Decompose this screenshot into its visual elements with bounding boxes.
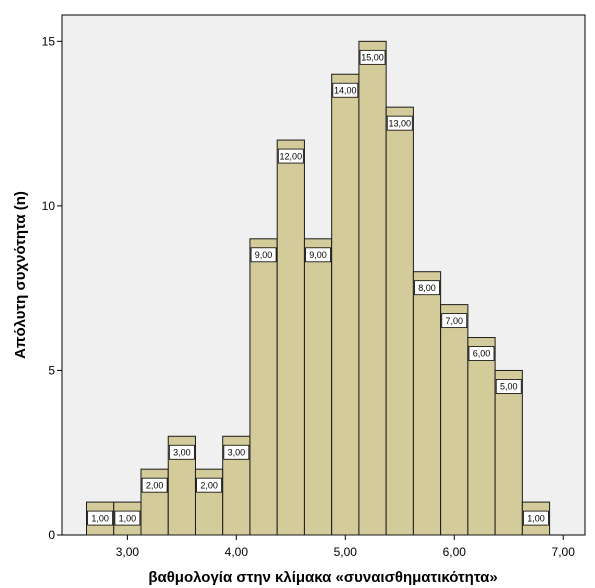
data-label: 3,00 (228, 447, 246, 457)
histogram-bar (440, 304, 469, 536)
histogram-bar (276, 139, 305, 536)
data-label-box (168, 444, 195, 460)
x-tick-label: 5,00 (334, 545, 358, 559)
x-axis: 3,00 4,00 5,00 6,00 7,00 (116, 535, 576, 559)
y-tick-label: 5 (48, 363, 55, 377)
data-label: 14,00 (334, 85, 357, 95)
histogram-bar (494, 369, 523, 536)
histogram-bar (412, 271, 442, 536)
data-label-box (414, 280, 440, 296)
data-label-box (305, 247, 331, 263)
data-label-box (332, 82, 359, 98)
data-label: 3,00 (173, 447, 191, 457)
data-label-box (114, 510, 141, 526)
histogram-bar (331, 73, 360, 536)
data-label-box (223, 444, 250, 460)
data-label-box (359, 49, 386, 65)
data-label-box (196, 477, 222, 493)
x-tick-label: 4,00 (225, 545, 249, 559)
x-axis-title: βαθμολογία στην κλίμακα «συναισθηματικότ… (148, 569, 497, 586)
data-label: 7,00 (445, 316, 463, 326)
data-label-box (87, 510, 114, 526)
histogram-bar (358, 40, 387, 536)
data-label: 2,00 (200, 480, 218, 490)
data-label: 1,00 (119, 513, 137, 523)
histogram-bar (303, 238, 333, 536)
data-label: 15,00 (361, 53, 384, 63)
histogram-bar (249, 238, 278, 536)
y-axis-title: Απόλυτη συχνότητα (n) (12, 191, 29, 359)
data-label-box (495, 379, 522, 394)
data-label-box (277, 148, 304, 164)
data-label: 12,00 (280, 151, 303, 161)
histogram-bar (385, 106, 414, 536)
data-label: 5,00 (500, 382, 518, 392)
data-label: 8,00 (418, 283, 436, 293)
y-tick-label: 0 (48, 528, 55, 542)
data-labels-layer: 1,00 1,00 2,00 3,00 2,00 3,00 9,00 12,00 9,00 14,… (87, 49, 549, 526)
x-tick-label: 3,00 (116, 545, 140, 559)
data-label-box (441, 313, 468, 329)
data-label-box (141, 477, 168, 493)
data-label: 9,00 (309, 250, 327, 260)
y-tick-label: 10 (42, 199, 56, 213)
data-label: 13,00 (389, 118, 412, 128)
x-tick-label: 7,00 (552, 545, 576, 559)
data-label: 6,00 (473, 349, 491, 359)
data-label: 1,00 (527, 513, 545, 523)
data-label-box (250, 247, 277, 263)
y-tick-label: 15 (42, 34, 56, 48)
data-label-box (386, 115, 413, 131)
data-label-box (468, 346, 495, 361)
x-tick-label: 6,00 (443, 545, 467, 559)
data-label-box (523, 510, 549, 526)
data-label: 1,00 (91, 513, 109, 523)
data-label: 9,00 (255, 250, 273, 260)
y-axis: 0 5 10 15 (42, 34, 62, 542)
histogram-bar (467, 337, 496, 536)
data-label: 2,00 (146, 480, 164, 490)
